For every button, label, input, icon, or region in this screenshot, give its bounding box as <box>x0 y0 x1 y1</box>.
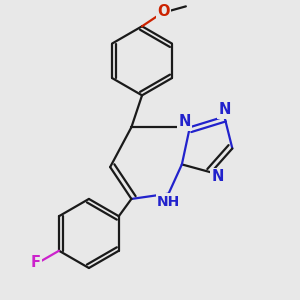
Text: F: F <box>31 255 40 270</box>
Text: O: O <box>157 4 169 19</box>
Text: N: N <box>218 103 231 118</box>
Text: NH: NH <box>157 195 180 208</box>
Text: N: N <box>212 169 224 184</box>
Text: N: N <box>178 114 191 129</box>
